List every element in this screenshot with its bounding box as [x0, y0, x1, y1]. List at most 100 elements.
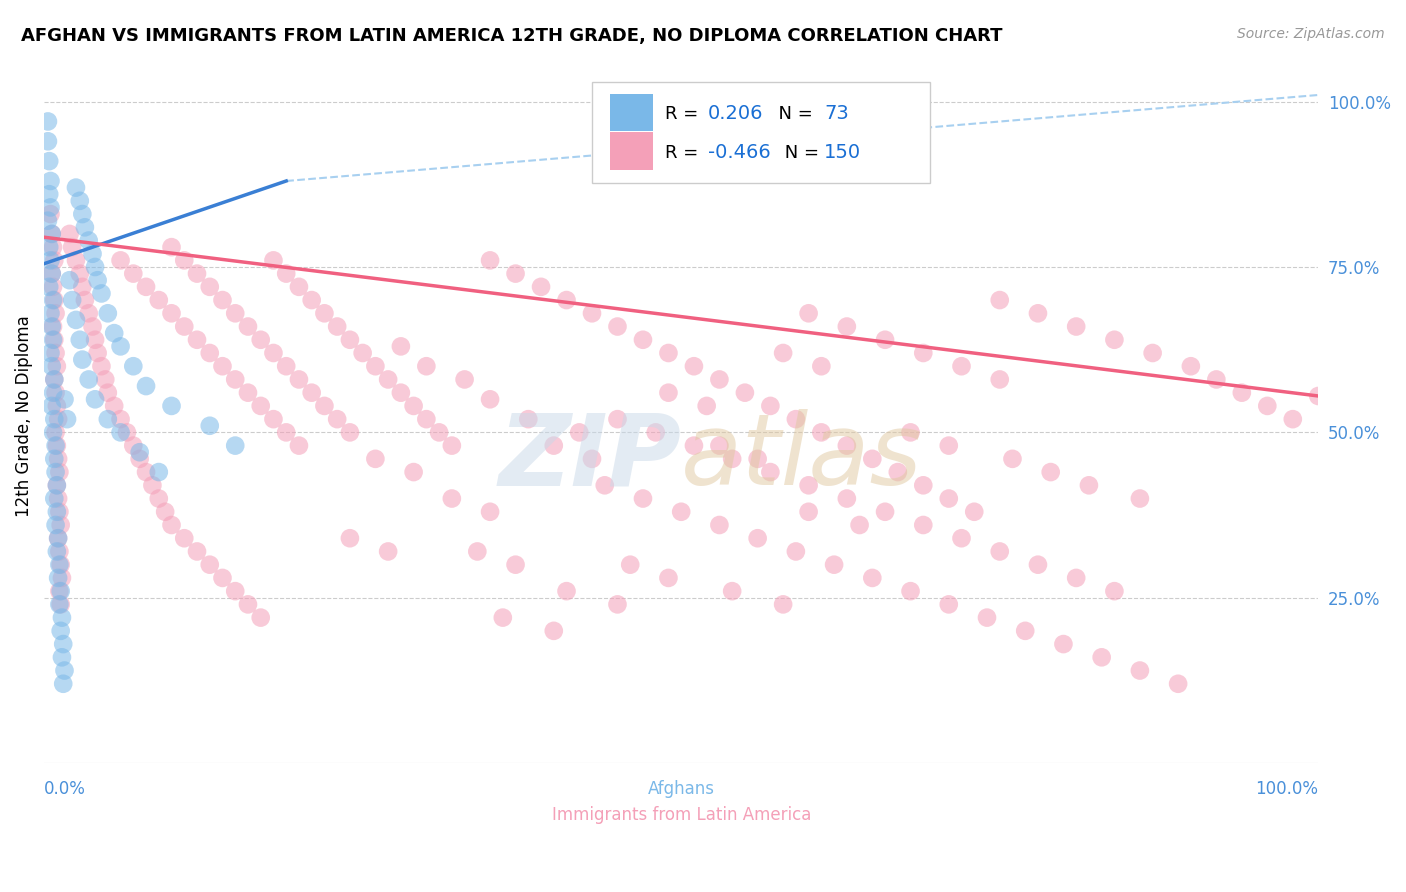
Point	[97, 306, 120, 320]
Point	[46, 531, 69, 545]
Point	[211, 293, 233, 307]
Text: Immigrants from Latin America: Immigrants from Latin America	[551, 806, 811, 824]
Point	[97, 412, 120, 426]
Point	[1205, 372, 1227, 386]
Point	[41, 319, 63, 334]
Text: Source: ZipAtlas.com: Source: ZipAtlas.com	[1237, 27, 1385, 41]
Point	[938, 491, 960, 506]
Point	[60, 240, 83, 254]
Point	[135, 379, 157, 393]
Point	[988, 372, 1011, 386]
Point	[505, 267, 527, 281]
Text: R =: R =	[665, 144, 703, 161]
Point	[110, 339, 132, 353]
Point	[339, 333, 361, 347]
Point	[453, 372, 475, 386]
Point	[73, 293, 96, 307]
Point	[45, 544, 67, 558]
Point	[479, 253, 502, 268]
Point	[53, 392, 76, 407]
Point	[77, 372, 100, 386]
Point	[415, 359, 437, 374]
Point	[1064, 571, 1087, 585]
Point	[364, 359, 387, 374]
Point	[45, 478, 67, 492]
Point	[41, 267, 63, 281]
Point	[84, 260, 107, 274]
Point	[709, 372, 731, 386]
Point	[46, 491, 69, 506]
Point	[186, 267, 208, 281]
Point	[38, 240, 60, 254]
Point	[128, 451, 150, 466]
Point	[389, 339, 412, 353]
Point	[52, 637, 75, 651]
Point	[427, 425, 450, 440]
Point	[1142, 346, 1164, 360]
Point	[44, 451, 66, 466]
Point	[262, 346, 284, 360]
Point	[48, 544, 70, 558]
Point	[51, 610, 73, 624]
Point	[772, 346, 794, 360]
Point	[236, 598, 259, 612]
Point	[1077, 478, 1099, 492]
Point	[224, 439, 246, 453]
Point	[48, 584, 70, 599]
Point	[58, 273, 80, 287]
Point	[45, 425, 67, 440]
Point	[479, 392, 502, 407]
Point	[912, 346, 935, 360]
Point	[211, 571, 233, 585]
Point	[772, 598, 794, 612]
Point	[103, 399, 125, 413]
Point	[900, 584, 922, 599]
Point	[44, 293, 66, 307]
Point	[44, 372, 66, 386]
Point	[160, 240, 183, 254]
Point	[479, 505, 502, 519]
Point	[46, 412, 69, 426]
Point	[492, 610, 515, 624]
Point	[606, 598, 628, 612]
Point	[58, 227, 80, 241]
Point	[377, 372, 399, 386]
Point	[211, 359, 233, 374]
Point	[1026, 558, 1049, 572]
Point	[69, 194, 91, 208]
Point	[568, 425, 591, 440]
Point	[141, 478, 163, 492]
FancyBboxPatch shape	[610, 132, 654, 170]
Point	[51, 650, 73, 665]
Point	[48, 558, 70, 572]
Point	[721, 451, 744, 466]
Point	[46, 531, 69, 545]
Point	[69, 267, 91, 281]
Point	[823, 558, 845, 572]
Text: atlas: atlas	[681, 409, 922, 506]
Point	[314, 399, 336, 413]
Point	[669, 505, 692, 519]
Point	[86, 273, 108, 287]
Point	[402, 465, 425, 479]
Point	[1129, 664, 1152, 678]
Point	[1281, 412, 1303, 426]
Point	[530, 280, 553, 294]
Point	[1167, 677, 1189, 691]
Point	[262, 412, 284, 426]
Point	[314, 306, 336, 320]
Point	[810, 359, 832, 374]
Point	[45, 439, 67, 453]
Point	[912, 518, 935, 533]
Point	[37, 213, 59, 227]
Point	[37, 114, 59, 128]
Point	[72, 207, 94, 221]
Point	[301, 385, 323, 400]
Point	[988, 544, 1011, 558]
Point	[606, 412, 628, 426]
Point	[415, 412, 437, 426]
Point	[37, 134, 59, 148]
Point	[45, 385, 67, 400]
Point	[45, 505, 67, 519]
Text: 100.0%: 100.0%	[1256, 780, 1319, 798]
